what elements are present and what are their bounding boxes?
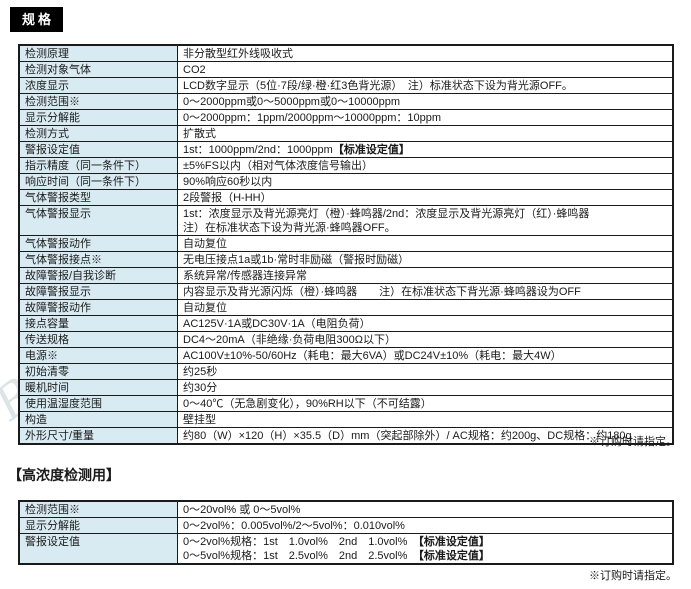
spec-value: 0～2vol%规格：1st 1.0vol% 2nd 1.0vol% 【标准设定值… (177, 533, 674, 565)
spec-label: 使用温湿度范围 (18, 395, 178, 412)
spec-label: 暖机时间 (18, 379, 178, 396)
spec-label: 故障警报/自我诊断 (18, 267, 178, 284)
spec-label: 初始清零 (18, 363, 178, 380)
table-row: 警报设定值 0～2vol%规格：1st 1.0vol% 2nd 1.0vol% … (18, 533, 674, 565)
spec-label: 指示精度（同一条件下） (18, 157, 178, 174)
table-row: 暖机时间 约30分 (18, 379, 674, 396)
table-row: 响应时间（同一条件下） 90%响应60秒以内 (18, 173, 674, 190)
spec-value: 1st：浓度显示及背光源亮灯（橙）·蜂鸣器/2nd：浓度显示及背光源亮灯（红）·… (177, 205, 674, 236)
spec-value: AC100V±10%-50/60Hz（耗电：最大6VA）或DC24V±10%（耗… (177, 347, 674, 364)
spec-value: 自动复位 (177, 299, 674, 316)
table-row: 气体警报类型 2段警报（H-HH） (18, 189, 674, 206)
spec-label: 气体警报动作 (18, 235, 178, 252)
table-row: 故障警报动作 自动复位 (18, 299, 674, 316)
spec-label: 显示分解能 (18, 517, 178, 534)
table-row: 故障警报显示 内容显示及背光源闪烁（橙）·蜂鸣器 注）在标准状态下背光源·蜂鸣器… (18, 283, 674, 300)
main-spec-table: 检测原理 非分散型红外线吸收式 检测对象气体 CO2 浓度显示 LCD数字显示（… (18, 44, 674, 445)
standard-setting-tag: 【标准设定值】 (418, 536, 490, 548)
spec-label: 检测方式 (18, 125, 178, 142)
order-footnote: ※订购时请指定。 (589, 436, 677, 448)
spec-value-line1: 0～2vol%规格：1st 1.0vol% 2nd 1.0vol% 【标准设定值… (183, 536, 490, 548)
spec-value: CO2 (177, 61, 674, 78)
spec-value: 1st：1000ppm/2nd：1000ppm【标准设定值】 (177, 141, 674, 158)
spec-value: 0～2000ppm或0～5000ppm或0～10000ppm (177, 93, 674, 110)
spec-value: 无电压接点1a或1b·常时非励磁（警报时励磁） (177, 251, 674, 268)
table-row: 外形尺寸/重量 约80（W）×120（H）×35.5（D）mm（突起部除外）/ … (18, 427, 674, 445)
spec-label: 传送规格 (18, 331, 178, 348)
spec-value: 扩散式 (177, 125, 674, 142)
spec-value: 90%响应60秒以内 (177, 173, 674, 190)
spec-value: 非分散型红外线吸收式 (177, 44, 674, 62)
table-row: 警报设定值 1st：1000ppm/2nd：1000ppm【标准设定值】 (18, 141, 674, 158)
table-row: 构造 壁挂型 (18, 411, 674, 428)
table-row: 显示分解能 0～2000ppm：1ppm/2000ppm～10000ppm：10… (18, 109, 674, 126)
order-footnote: ※订购时请指定。 (589, 570, 677, 582)
spec-value: 约80（W）×120（H）×35.5（D）mm（突起部除外）/ AC规格：约20… (177, 427, 674, 445)
spec-value-line2: 0～5vol%规格：1st 2.5vol% 2nd 2.5vol% 【标准设定值… (183, 550, 490, 562)
table-row: 初始清零 约25秒 (18, 363, 674, 380)
spec-value: 壁挂型 (177, 411, 674, 428)
table-row: 检测范围※ 0～2000ppm或0～5000ppm或0～10000ppm (18, 93, 674, 110)
spec-label: 构造 (18, 411, 178, 428)
spec-label: 气体警报显示 (18, 205, 178, 236)
table-row: 电源※ AC100V±10%-50/60Hz（耗电：最大6VA）或DC24V±1… (18, 347, 674, 364)
spec-label: 检测对象气体 (18, 61, 178, 78)
table-row: 接点容量 AC125V·1A或DC30V·1A（电阻负荷） (18, 315, 674, 332)
spec-label: 外形尺寸/重量 (18, 427, 178, 445)
table-row: 浓度显示 LCD数字显示（5位·7段/绿·橙·红3色背光源） 注）标准状态下设为… (18, 77, 674, 94)
spec-label: 检测范围※ (18, 93, 178, 110)
standard-setting-tag: 【标准设定值】 (418, 550, 490, 562)
table-row: 指示精度（同一条件下） ±5%FS以内（相对气体浓度信号输出） (18, 157, 674, 174)
spec-label: 电源※ (18, 347, 178, 364)
table-row: 检测原理 非分散型红外线吸收式 (18, 44, 674, 62)
table-row: 传送规格 DC4～20mA（非绝缘·负荷电阻300Ω以下） (18, 331, 674, 348)
table-row: 检测对象气体 CO2 (18, 61, 674, 78)
spec-label: 浓度显示 (18, 77, 178, 94)
spec-value: 约25秒 (177, 363, 674, 380)
table-row: 气体警报接点※ 无电压接点1a或1b·常时非励磁（警报时励磁） (18, 251, 674, 268)
spec-value: 0～40℃（无急剧变化），90%RH以下（不可结露） (177, 395, 674, 412)
high-concentration-spec-table: 检测范围※ 0～20vol% 或 0～5vol% 显示分解能 0～2vol%：0… (18, 500, 674, 565)
spec-label: 气体警报接点※ (18, 251, 178, 268)
spec-label: 响应时间（同一条件下） (18, 173, 178, 190)
spec-value: 0～2000ppm：1ppm/2000ppm～10000ppm：10ppm (177, 109, 674, 126)
table-row: 故障警报/自我诊断 系统异常/传感器连接异常 (18, 267, 674, 284)
table-row: 检测范围※ 0～20vol% 或 0～5vol% (18, 500, 674, 518)
spec-label: 接点容量 (18, 315, 178, 332)
spec-label: 警报设定值 (18, 141, 178, 158)
spec-label: 警报设定值 (18, 533, 178, 565)
spec-value: 0～20vol% 或 0～5vol% (177, 500, 674, 518)
spec-value: 内容显示及背光源闪烁（橙）·蜂鸣器 注）在标准状态下背光源·蜂鸣器设为OFF (177, 283, 674, 300)
spec-value: 0～2vol%：0.005vol%/2～5vol%：0.010vol% (177, 517, 674, 534)
spec-value-line2: 注）在标准状态下设为背光源·蜂鸣器OFF。 (183, 222, 396, 234)
spec-value: 系统异常/传感器连接异常 (177, 267, 674, 284)
high-concentration-section-title: 【高浓度检测用】 (8, 467, 120, 483)
spec-label: 检测原理 (18, 44, 178, 62)
spec-label: 故障警报显示 (18, 283, 178, 300)
table-row: 使用温湿度范围 0～40℃（无急剧变化），90%RH以下（不可结露） (18, 395, 674, 412)
spec-value: DC4～20mA（非绝缘·负荷电阻300Ω以下） (177, 331, 674, 348)
table-row: 气体警报显示 1st：浓度显示及背光源亮灯（橙）·蜂鸣器/2nd：浓度显示及背光… (18, 205, 674, 236)
spec-value: ±5%FS以内（相对气体浓度信号输出） (177, 157, 674, 174)
standard-setting-tag: 【标准设定值】 (332, 144, 410, 156)
table-row: 气体警报动作 自动复位 (18, 235, 674, 252)
spec-header-badge: 规格 (10, 7, 64, 32)
spec-value-line1: 1st：浓度显示及背光源亮灯（橙）·蜂鸣器/2nd：浓度显示及背光源亮灯（红）·… (183, 208, 590, 220)
spec-label: 检测范围※ (18, 500, 178, 518)
spec-label: 故障警报动作 (18, 299, 178, 316)
spec-value: AC125V·1A或DC30V·1A（电阻负荷） (177, 315, 674, 332)
spec-label: 显示分解能 (18, 109, 178, 126)
spec-value: 2段警报（H-HH） (177, 189, 674, 206)
spec-value: 约30分 (177, 379, 674, 396)
spec-value: LCD数字显示（5位·7段/绿·橙·红3色背光源） 注）标准状态下设为背光源OF… (177, 77, 674, 94)
table-row: 检测方式 扩散式 (18, 125, 674, 142)
table-row: 显示分解能 0～2vol%：0.005vol%/2～5vol%：0.010vol… (18, 517, 674, 534)
spec-label: 气体警报类型 (18, 189, 178, 206)
spec-value: 自动复位 (177, 235, 674, 252)
